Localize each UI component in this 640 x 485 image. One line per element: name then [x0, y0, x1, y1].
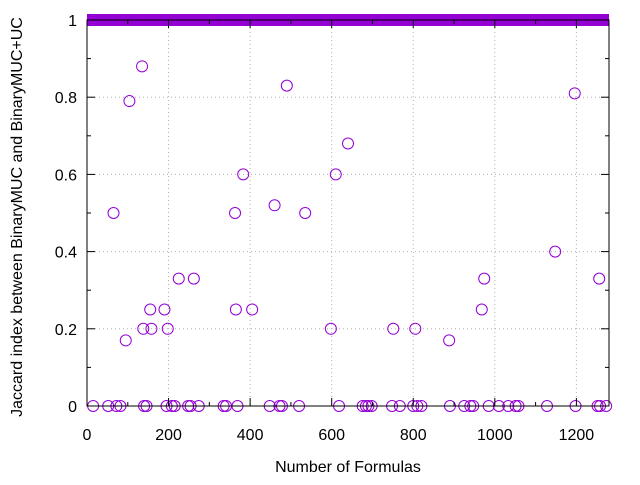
data-point [172, 272, 185, 285]
y-tick-labels: 0 0.2 0.4 0.6 0.8 1 [55, 13, 77, 416]
data-point [246, 303, 259, 316]
data-point [409, 322, 422, 335]
x-tick-label: 0 [83, 427, 92, 444]
data-point [137, 322, 150, 335]
x-axis-title: Number of Formulas [275, 459, 421, 476]
data-point [324, 322, 337, 335]
x-tick-label: 600 [318, 427, 345, 444]
data-point [593, 272, 606, 285]
data-point [107, 207, 120, 219]
data-point [144, 303, 157, 316]
data-point [549, 245, 562, 258]
data-point [161, 322, 174, 335]
data-point [237, 168, 250, 181]
x-tick-label: 400 [237, 427, 264, 444]
y-tick-label: 0.2 [55, 322, 77, 339]
data-point [187, 272, 200, 285]
data-points [87, 60, 613, 412]
tick-marks [86, 19, 609, 407]
data-point [123, 95, 136, 108]
data-point [342, 137, 354, 150]
x-tick-label: 1000 [477, 427, 513, 444]
data-point [280, 79, 293, 92]
x-tick-label: 800 [400, 427, 427, 444]
data-point [145, 322, 158, 335]
data-point [387, 322, 400, 335]
data-point [568, 87, 581, 100]
y-tick-label: 0.6 [55, 167, 77, 184]
y-axis-title: Jaccard index between BinaryMUC and Bina… [9, 17, 26, 417]
data-point [268, 199, 281, 212]
x-tick-label: 1200 [559, 427, 595, 444]
x-tick-labels: 0 200 400 600 800 1000 1200 [83, 427, 595, 444]
data-point [229, 303, 242, 316]
data-point [158, 303, 171, 316]
data-point [136, 60, 149, 73]
data-point [299, 207, 312, 219]
y-tick-label: 0.4 [55, 245, 77, 262]
x-tick-label: 200 [155, 427, 182, 444]
plot-frame [86, 19, 610, 407]
data-point [329, 168, 342, 181]
data-point [443, 334, 456, 347]
y-tick-label: 0 [68, 399, 77, 416]
data-point [119, 334, 132, 347]
y-tick-label: 0.8 [55, 90, 77, 107]
y-tick-label: 1 [68, 13, 77, 30]
data-point [229, 207, 242, 219]
data-point [478, 272, 491, 285]
grid [87, 20, 609, 406]
data-point [475, 303, 488, 316]
